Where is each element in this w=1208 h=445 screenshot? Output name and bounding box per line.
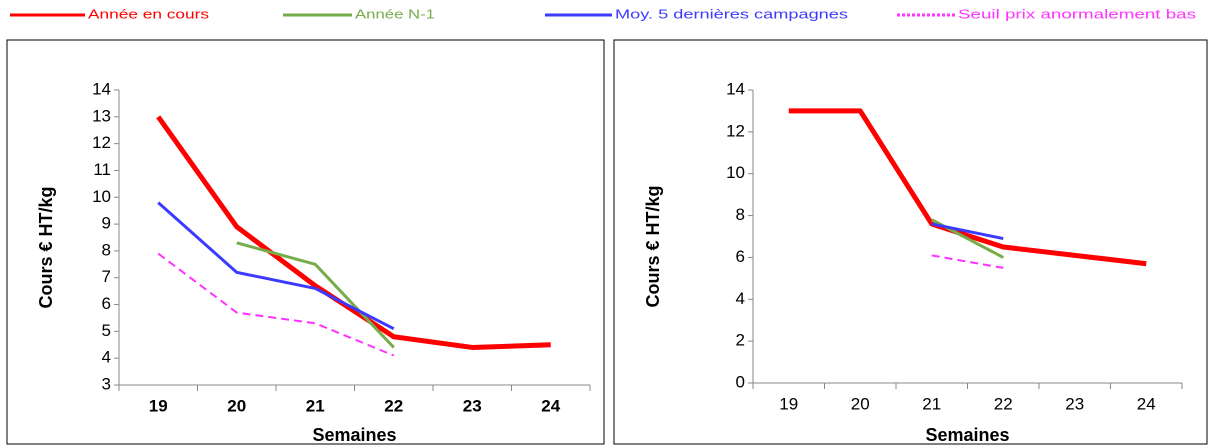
series-line — [788, 108, 1147, 267]
chart-frame — [6, 39, 605, 445]
y-axis-label: Cours € HT/kg — [36, 186, 56, 308]
y-tick-label: 2 — [736, 331, 745, 350]
y-tick-label: 0 — [736, 372, 745, 391]
chart-frame — [613, 39, 1208, 445]
series-line — [931, 222, 1004, 241]
y-axis-label: Cours € HT/kg — [643, 185, 663, 307]
y-tick-label: 13 — [92, 106, 111, 125]
y-tick-label: 6 — [102, 294, 111, 313]
x-tick-label: 24 — [541, 396, 560, 415]
y-tick-label: 10 — [726, 163, 745, 182]
x-axis-label: Semaines — [925, 425, 1009, 445]
y-tick-label: 12 — [726, 121, 745, 140]
series-line — [236, 241, 395, 349]
y-tick-label: 5 — [102, 321, 111, 340]
x-tick-label: 24 — [1137, 394, 1156, 413]
x-tick-label: 21 — [922, 394, 941, 413]
y-tick-label: 10 — [92, 187, 111, 206]
x-tick-label: 20 — [851, 394, 870, 413]
x-tick-label: 20 — [227, 396, 246, 415]
legend-label: Année N-1 — [355, 6, 435, 21]
series-line — [156, 115, 551, 350]
series-line — [931, 254, 1004, 269]
y-tick-label: 4 — [102, 348, 111, 367]
y-tick-label: 3 — [102, 374, 111, 393]
y-tick-label: 7 — [102, 267, 111, 286]
x-tick-label: 23 — [1065, 394, 1084, 413]
y-tick-label: 12 — [92, 133, 111, 152]
x-tick-label: 19 — [779, 394, 798, 413]
y-tick-label: 14 — [726, 79, 745, 98]
y-tick-label: 11 — [93, 160, 111, 179]
legend-label: Seuil prix anormalement bas — [958, 6, 1197, 21]
y-tick-label: 9 — [102, 214, 111, 233]
series-line — [157, 252, 395, 357]
series-line — [157, 201, 395, 331]
legend-label: Année en cours — [88, 6, 210, 21]
x-tick-label: 22 — [384, 396, 403, 415]
y-tick-label: 8 — [736, 205, 745, 224]
y-tick-label: 4 — [736, 289, 745, 308]
x-tick-label: 21 — [306, 396, 325, 415]
y-tick-label: 14 — [92, 79, 111, 98]
x-axis-label: Semaines — [312, 425, 396, 445]
x-tick-label: 19 — [149, 396, 168, 415]
x-tick-label: 22 — [994, 394, 1013, 413]
y-tick-label: 6 — [736, 247, 745, 266]
y-tick-label: 8 — [102, 240, 111, 259]
x-tick-label: 23 — [463, 396, 482, 415]
legend-label: Moy. 5 dernières campagnes — [615, 6, 849, 21]
